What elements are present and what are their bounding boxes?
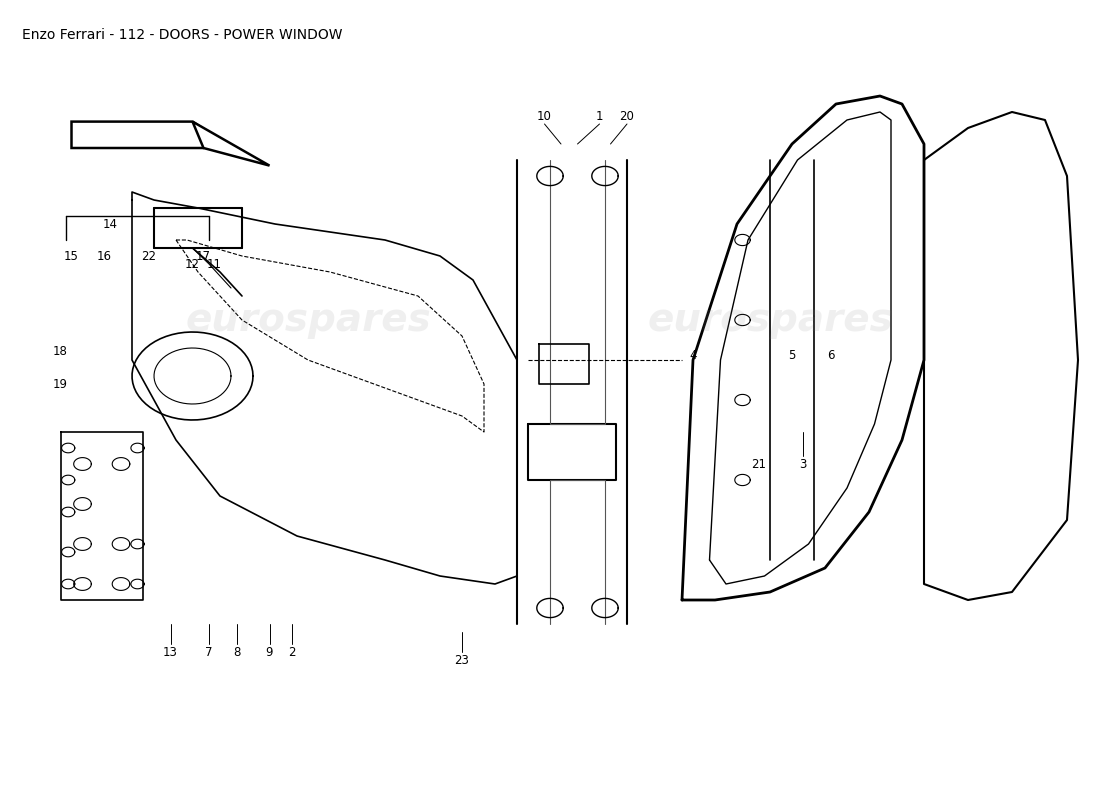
Text: 10: 10 (537, 110, 552, 122)
Text: 6: 6 (827, 350, 834, 362)
Text: 14: 14 (102, 218, 118, 230)
Text: 11: 11 (207, 258, 222, 270)
Text: 23: 23 (454, 654, 470, 666)
Text: 20: 20 (619, 110, 635, 122)
Text: Enzo Ferrari - 112 - DOORS - POWER WINDOW: Enzo Ferrari - 112 - DOORS - POWER WINDO… (22, 28, 342, 42)
Text: 9: 9 (266, 646, 273, 658)
Polygon shape (192, 122, 270, 166)
Text: 16: 16 (97, 250, 112, 262)
Text: 4: 4 (690, 350, 696, 362)
Polygon shape (72, 122, 214, 148)
Text: eurospares: eurospares (647, 301, 893, 339)
Text: 22: 22 (141, 250, 156, 262)
Text: 13: 13 (163, 646, 178, 658)
Text: 8: 8 (233, 646, 240, 658)
Text: 19: 19 (53, 378, 68, 390)
Text: 7: 7 (206, 646, 212, 658)
Text: 15: 15 (64, 250, 79, 262)
Text: 17: 17 (196, 250, 211, 262)
Text: 1: 1 (596, 110, 603, 122)
Text: 12: 12 (185, 258, 200, 270)
Text: eurospares: eurospares (185, 301, 431, 339)
Text: 18: 18 (53, 346, 68, 358)
Text: 5: 5 (789, 350, 795, 362)
Text: 21: 21 (751, 458, 767, 470)
Text: 3: 3 (800, 458, 806, 470)
Text: 2: 2 (288, 646, 295, 658)
